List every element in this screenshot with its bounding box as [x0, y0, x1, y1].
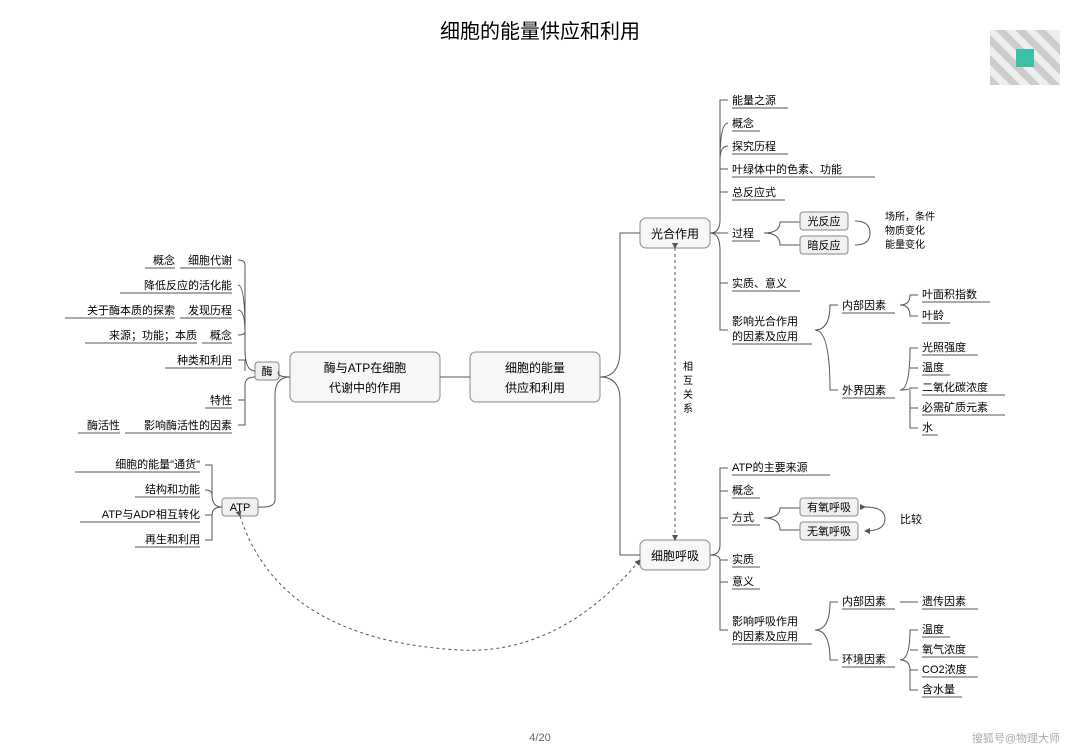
fo4: 必需矿质元素 — [922, 401, 988, 414]
resp-d: 实质 — [732, 552, 754, 566]
photo-g: 实质、意义 — [732, 276, 787, 290]
rel2: 互 — [683, 375, 693, 387]
enz-f: 特性 — [210, 393, 232, 407]
pd2: 物质变化 — [885, 224, 925, 237]
re2: 氧气浓度 — [922, 642, 966, 656]
photo-e: 总反应式 — [732, 185, 776, 199]
resp-a: ATP的主要来源 — [732, 460, 808, 474]
re1: 温度 — [922, 622, 944, 636]
fi2: 叶龄 — [922, 308, 944, 322]
watermark-text: 搜狐号@物理大师 — [972, 730, 1060, 746]
photo-c: 探究历程 — [732, 139, 776, 153]
resp-f-1: 影响呼吸作用 — [732, 615, 798, 628]
pd1: 场所，条件 — [885, 210, 935, 223]
anaero: 无氧呼吸 — [807, 524, 851, 538]
resp-c: 方式 — [732, 510, 754, 524]
enz-b: 降低反应的活化能 — [144, 278, 232, 292]
factor-inner: 内部因素 — [842, 298, 886, 312]
enz-c-l: 关于酶本质的探索 — [87, 303, 175, 317]
rel3: 关 — [683, 388, 693, 401]
center-line2: 供应和利用 — [505, 380, 565, 395]
page-number: 4/20 — [0, 732, 1080, 744]
rf-env: 环境因素 — [842, 652, 886, 666]
enzyme-label: 酶 — [262, 365, 273, 378]
re3: CO2浓度 — [922, 662, 967, 676]
fo5: 水 — [922, 421, 933, 434]
fo3: 二氧化碳浓度 — [922, 380, 988, 394]
enz-c-r: 发现历程 — [188, 303, 232, 317]
atp-c: ATP与ADP相互转化 — [102, 507, 200, 521]
photo-label: 光合作用 — [651, 226, 699, 241]
atp-b: 结构和功能 — [145, 482, 200, 496]
resp-b: 概念 — [732, 483, 754, 497]
rel1: 相 — [683, 360, 693, 373]
factor-outer: 外界因素 — [842, 384, 886, 397]
atp-a: 细胞的能量"通货" — [115, 457, 200, 471]
center-line1: 细胞的能量 — [505, 360, 565, 375]
enz-g-l: 酶活性 — [87, 418, 120, 432]
pd3: 能量变化 — [885, 238, 925, 251]
re4: 含水量 — [922, 682, 955, 696]
enz-g-r: 影响酶活性的因素 — [144, 418, 232, 432]
left-main-2: 代谢中的作用 — [329, 380, 401, 395]
photo-h-2: 的因素及应用 — [732, 329, 798, 343]
fo2: 温度 — [922, 360, 944, 374]
resp-f-2: 的因素及应用 — [732, 629, 798, 643]
aero: 有氧呼吸 — [807, 500, 851, 514]
fo1: 光照强度 — [922, 340, 966, 354]
darkrxn: 暗反应 — [808, 238, 841, 252]
enz-a-r: 细胞代谢 — [188, 253, 232, 267]
photo-h-1: 影响光合作用 — [732, 314, 798, 328]
enz-d-r: 概念 — [210, 328, 232, 342]
enz-e: 种类和利用 — [177, 353, 232, 367]
lightrxn: 光反应 — [808, 214, 841, 228]
left-main-1: 酶与ATP在细胞 — [324, 360, 406, 375]
rfi: 遗传因素 — [922, 594, 966, 608]
photo-b: 概念 — [732, 116, 754, 130]
mindmap-diagram: 细胞的能量 供应和利用 酶与ATP在细胞 代谢中的作用 酶 ATP 细胞代谢 概… — [0, 0, 1080, 754]
atp-label: ATP — [230, 502, 251, 514]
atp-d: 再生和利用 — [145, 532, 200, 546]
resp-e: 意义 — [732, 574, 754, 588]
photo-f: 过程 — [732, 227, 754, 240]
enz-a-l: 概念 — [153, 253, 175, 267]
photo-a: 能量之源 — [732, 93, 776, 107]
fi1: 叶面积指数 — [922, 287, 977, 301]
resp-label: 细胞呼吸 — [651, 549, 699, 563]
enz-d-l: 来源；功能；本质 — [109, 328, 197, 342]
cmp: 比较 — [900, 512, 922, 526]
rel4: 系 — [683, 403, 693, 415]
photo-d: 叶绿体中的色素、功能 — [732, 162, 842, 176]
rf-inner: 内部因素 — [842, 594, 886, 608]
